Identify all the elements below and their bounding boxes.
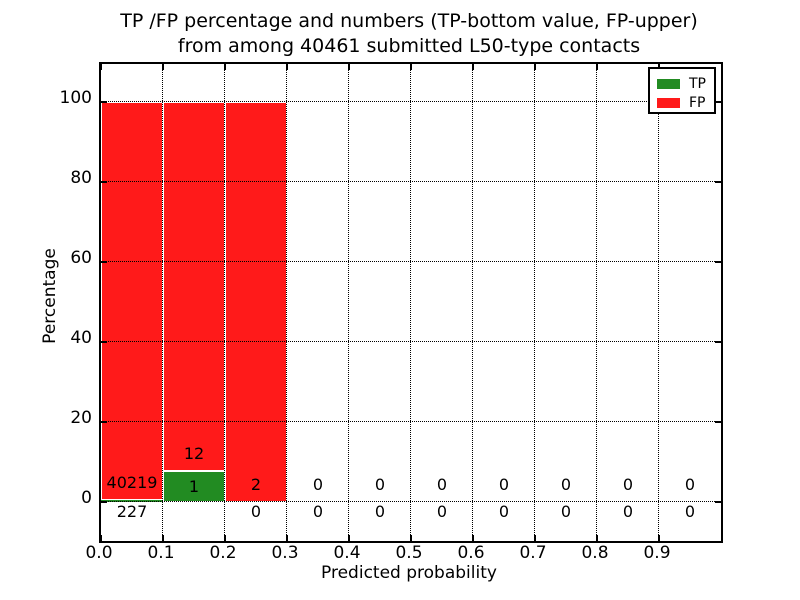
x-tick-mark	[286, 64, 288, 70]
fp-count-label: 2	[250, 475, 262, 494]
x-tick-mark	[224, 64, 226, 70]
grid-y-line	[101, 341, 721, 342]
grid-x-line	[286, 64, 287, 541]
legend-label-tp: TP	[689, 75, 706, 92]
y-tick-mark	[715, 261, 721, 263]
grid-x-line	[162, 64, 163, 541]
x-tick-mark	[596, 64, 598, 70]
fp-count-label: 0	[560, 475, 572, 494]
chart-title-line1: TP /FP percentage and numbers (TP-bottom…	[120, 10, 698, 32]
x-tick-mark	[472, 64, 474, 70]
y-tick-mark	[101, 501, 107, 503]
tp-swatch-icon	[657, 78, 680, 89]
y-tick-label: 0	[81, 488, 92, 508]
tp-count-label: 0	[622, 502, 634, 521]
x-tick-label: 0.1	[147, 543, 175, 563]
y-tick-mark	[101, 341, 107, 343]
x-tick-mark	[100, 64, 102, 70]
x-tick-mark	[286, 535, 288, 541]
bar-tp-segment	[101, 499, 163, 502]
fp-count-label: 0	[498, 475, 510, 494]
legend-entry-fp: FP	[650, 93, 714, 112]
fp-count-label: 0	[684, 475, 696, 494]
y-tick-mark	[101, 101, 107, 103]
x-tick-label: 0.9	[643, 543, 671, 563]
y-tick-label: 100	[59, 88, 92, 108]
chart-title: TP /FP percentage and numbers (TP-bottom…	[99, 9, 719, 59]
grid-y-line	[101, 421, 721, 422]
grid-x-line	[410, 64, 411, 541]
tp-count-label: 0	[436, 502, 448, 521]
fp-count-label: 0	[312, 475, 324, 494]
legend: TP FP	[648, 67, 716, 114]
x-tick-mark	[348, 535, 350, 541]
tp-count-label: 0	[684, 502, 696, 521]
x-tick-label: 0.7	[519, 543, 547, 563]
bar-fp-segment	[163, 102, 225, 472]
plot-area: TP FP 40219 227 12 1 2 0 0 0 0 0 0 0 0 0 0 0 0 0 0 0	[99, 62, 723, 543]
grid-y-line	[101, 101, 721, 102]
tp-count-label: 0	[374, 502, 386, 521]
grid-y-line	[101, 501, 721, 502]
fp-count-label: 0	[374, 475, 386, 494]
legend-label-fp: FP	[689, 94, 706, 111]
x-tick-mark	[100, 535, 102, 541]
x-tick-mark	[596, 535, 598, 541]
x-tick-mark	[224, 535, 226, 541]
y-tick-mark	[101, 181, 107, 183]
y-tick-label: 60	[70, 248, 92, 268]
y-tick-mark	[715, 341, 721, 343]
x-tick-mark	[348, 64, 350, 70]
y-tick-mark	[101, 421, 107, 423]
x-axis-label: Predicted probability	[321, 563, 497, 583]
x-tick-label: 0.8	[581, 543, 609, 563]
legend-entry-tp: TP	[650, 74, 714, 93]
bar-fp-segment	[225, 102, 287, 502]
tp-count-label: 0	[498, 502, 510, 521]
grid-x-line	[658, 64, 659, 541]
y-tick-label: 40	[70, 328, 92, 348]
tp-count-label: 0	[312, 502, 324, 521]
grid-x-line	[596, 64, 597, 541]
fp-count-label: 40219	[106, 472, 158, 492]
grid-y-line	[101, 181, 721, 182]
x-tick-mark	[658, 535, 660, 541]
y-tick-mark	[101, 261, 107, 263]
x-tick-mark	[410, 64, 412, 70]
y-tick-label: 20	[70, 408, 92, 428]
x-tick-mark	[534, 64, 536, 70]
grid-x-line	[472, 64, 473, 541]
y-tick-mark	[715, 421, 721, 423]
y-tick-mark	[715, 501, 721, 503]
x-tick-mark	[534, 535, 536, 541]
grid-y-line	[101, 261, 721, 262]
tp-count-label: 0	[250, 502, 262, 521]
grid-x-line	[224, 64, 225, 541]
x-tick-label: 0.5	[395, 543, 423, 563]
chart-title-line2: from among 40461 submitted L50-type cont…	[177, 35, 641, 57]
fp-count-label: 0	[622, 475, 634, 494]
fp-swatch-icon	[657, 97, 680, 108]
x-tick-label: 0.4	[333, 543, 361, 563]
tp-count-label: 227	[116, 502, 148, 521]
grid-x-line	[534, 64, 535, 541]
y-tick-mark	[715, 181, 721, 183]
tp-count-label: 1	[188, 476, 200, 496]
fp-count-label: 0	[436, 475, 448, 494]
x-tick-mark	[410, 535, 412, 541]
y-tick-label: 80	[70, 168, 92, 188]
grid-x-line	[348, 64, 349, 541]
x-tick-label: 0.3	[271, 543, 299, 563]
tp-count-label: 0	[560, 502, 572, 521]
fp-count-label: 12	[183, 444, 205, 464]
x-tick-mark	[472, 535, 474, 541]
y-tick-mark	[715, 101, 721, 103]
x-tick-mark	[162, 535, 164, 541]
x-tick-mark	[162, 64, 164, 70]
x-tick-label: 0.6	[457, 543, 485, 563]
x-tick-label: 0.0	[85, 543, 113, 563]
bar-fp-segment	[101, 102, 163, 500]
x-tick-label: 0.2	[209, 543, 237, 563]
